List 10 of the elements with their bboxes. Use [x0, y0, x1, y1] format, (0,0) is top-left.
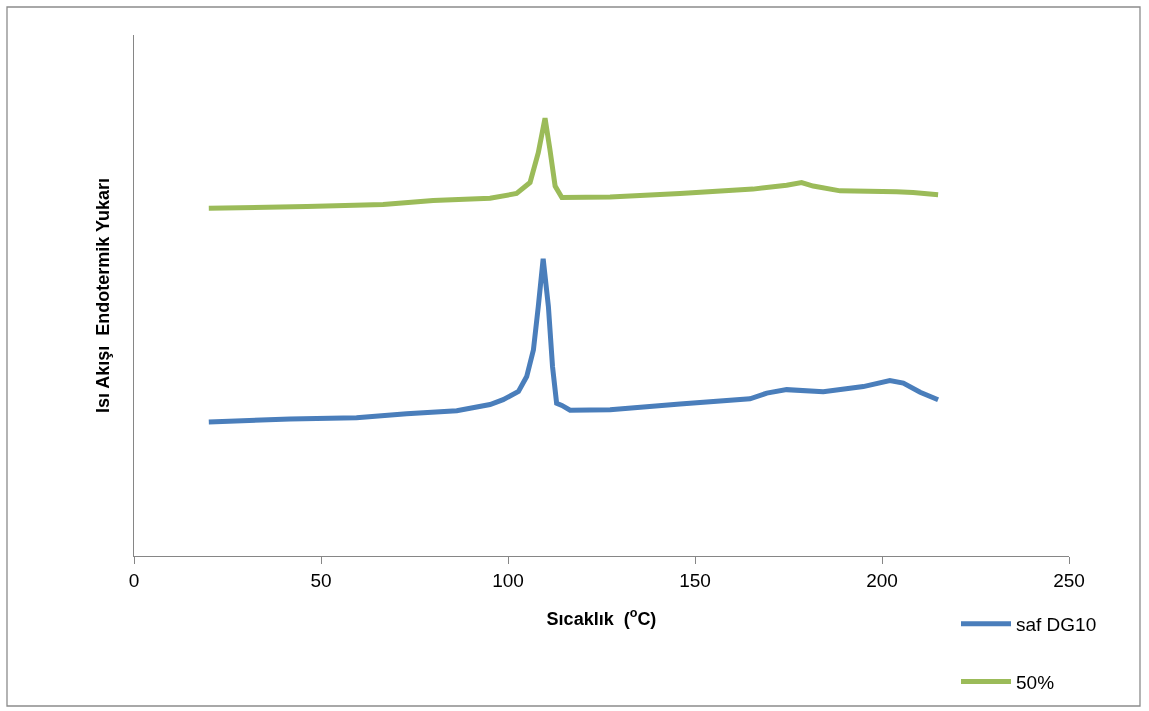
legend-label: saf DG10: [1016, 614, 1097, 636]
x-tick-label: 250: [1053, 569, 1085, 591]
x-tick-label: 150: [679, 569, 711, 591]
legend-label: 50%: [1016, 671, 1055, 693]
x-tick-label: 100: [492, 569, 524, 591]
y-axis-title: Isı Akışı Endotermik Yukarı: [93, 177, 114, 414]
x-tick-label: 50: [310, 569, 332, 591]
x-tick-label: 200: [866, 569, 898, 591]
x-axis-title: Sıcaklık ($^{o}$C): [546, 606, 657, 630]
x-tick-label: 0: [128, 569, 140, 591]
